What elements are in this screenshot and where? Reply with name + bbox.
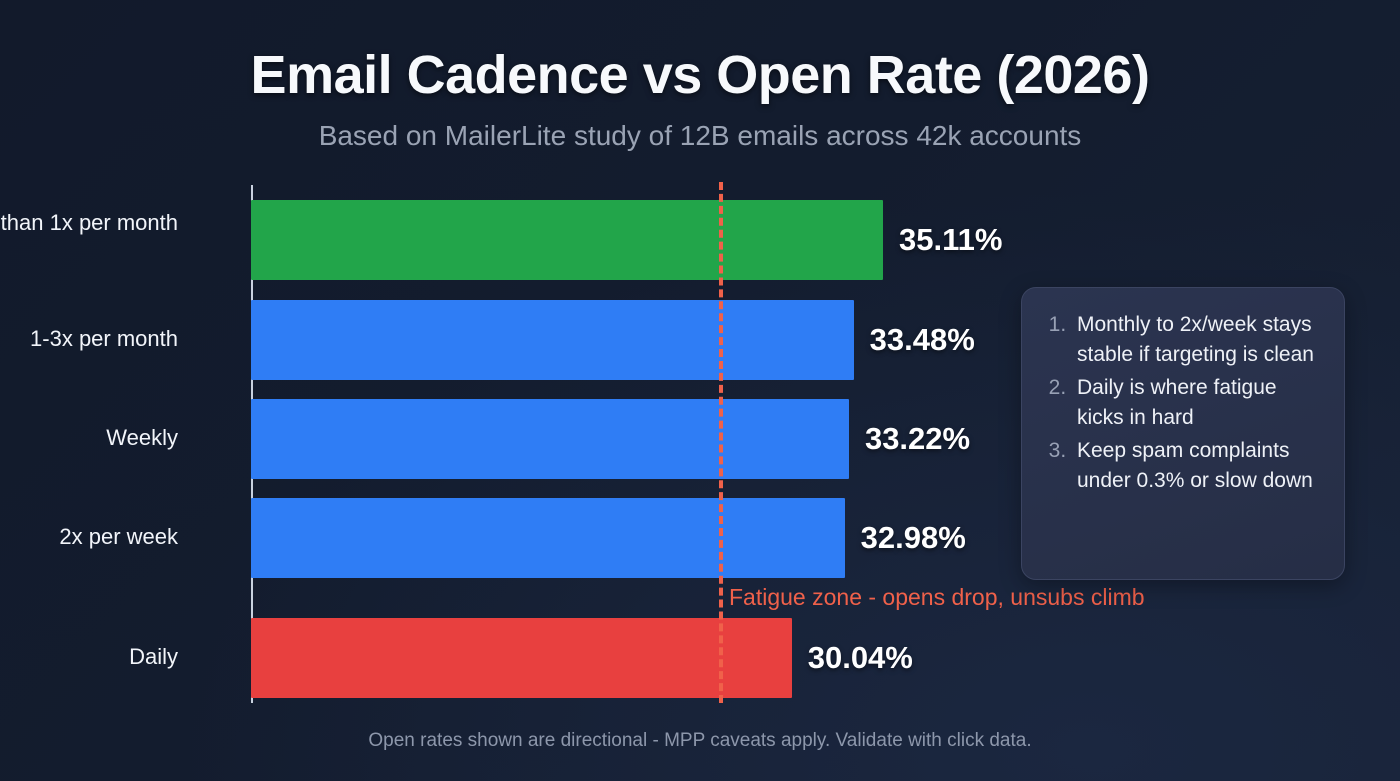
category-label: Less than 1x per month: [0, 210, 178, 235]
fatigue-threshold-label: Fatigue zone - opens drop, unsubs climb: [729, 584, 1145, 610]
bar-row[interactable]: 32.98%: [251, 498, 1351, 578]
bar[interactable]: [251, 618, 792, 698]
takeaways-list: Monthly to 2x/week stays stable if targe…: [1042, 310, 1322, 497]
chart-title: Email Cadence vs Open Rate (2026): [250, 45, 1150, 105]
chart-subtitle: Based on MailerLite study of 12B emails …: [318, 120, 1082, 151]
footer-note: Open rates shown are directional - MPP c…: [368, 730, 1032, 751]
bar[interactable]: [251, 399, 849, 479]
category-label: 1-3x per month: [30, 326, 178, 351]
takeaways-callout: Monthly to 2x/week stays stable if targe…: [1021, 287, 1345, 580]
takeaway-item: Daily is where fatigue kicks in hard: [1072, 373, 1322, 434]
bar-row[interactable]: 33.22%: [251, 399, 1351, 479]
bar-row[interactable]: 30.04%: [251, 618, 1351, 698]
bar[interactable]: [251, 498, 845, 578]
bar-value-label: 30.04%: [807, 640, 913, 675]
bar-value-label: 33.48%: [869, 322, 975, 357]
bar-row[interactable]: 35.11%: [251, 200, 1351, 280]
bar-row[interactable]: 33.48%: [251, 300, 1351, 380]
plot-area: 35.11% 33.48% 33.22% 32.98% 30.04% Fatigue z…: [0, 182, 1351, 703]
bar-value-label: 33.22%: [864, 421, 971, 456]
bar-value-label: 35.11%: [898, 222, 1003, 257]
takeaway-item: Monthly to 2x/week stays stable if targe…: [1072, 310, 1322, 371]
bar-value-label: 32.98%: [860, 520, 966, 555]
category-label: Daily: [129, 644, 178, 669]
category-label: Weekly: [106, 425, 178, 450]
category-label: 2x per week: [59, 524, 178, 549]
bar[interactable]: [251, 200, 883, 280]
takeaway-item: Keep spam complaints under 0.3% or slow …: [1072, 436, 1322, 497]
bar[interactable]: [251, 300, 854, 380]
fatigue-threshold-line: [719, 182, 723, 703]
